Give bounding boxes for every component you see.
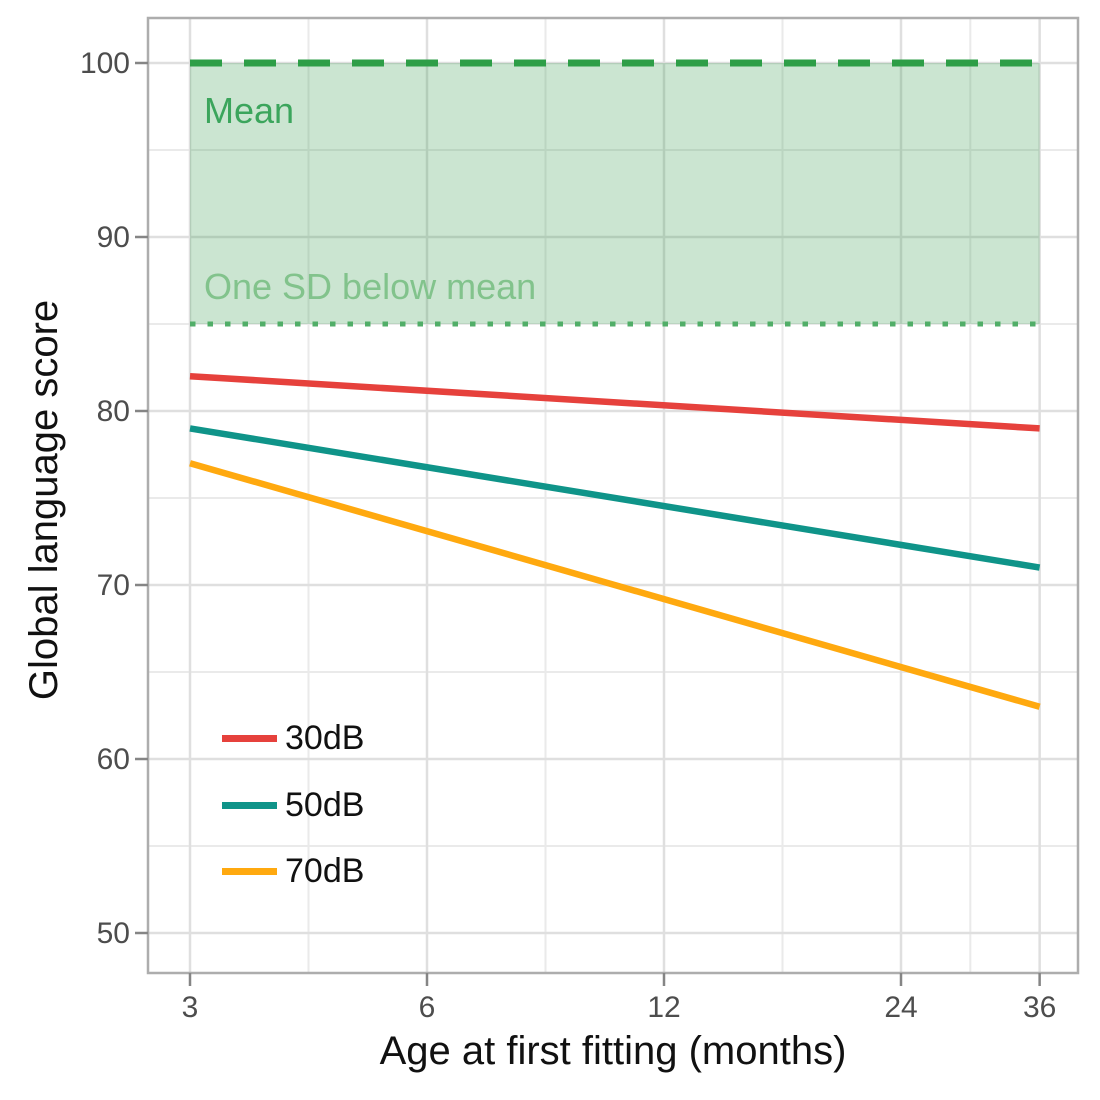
legend-label-30db: 30dB <box>285 719 365 757</box>
x-tick-label: 12 <box>647 991 680 1024</box>
legend-label-50db: 50dB <box>285 786 365 824</box>
y-tick-label: 90 <box>97 221 130 254</box>
panel-border <box>146 16 1080 975</box>
legend-item-50db: 50dB <box>222 786 364 825</box>
legend-swatch-70db <box>222 868 277 875</box>
x-tick-label: 24 <box>884 991 917 1024</box>
legend-item-30db: 30dB <box>222 719 364 758</box>
legend-item-70db: 70dB <box>222 852 364 891</box>
y-tick-label: 50 <box>97 917 130 950</box>
legend-swatch-30db <box>222 735 277 742</box>
legend-label-70db: 70dB <box>285 852 365 890</box>
x-tick-label: 36 <box>1023 991 1056 1024</box>
x-tick-label: 6 <box>419 991 436 1024</box>
y-tick-label: 80 <box>97 395 130 428</box>
y-tick-label: 100 <box>80 47 130 80</box>
one-sd-below-mean-annotation: One SD below mean <box>204 266 537 307</box>
series-line-30dB <box>189 372 1040 432</box>
x-axis-title: Age at first fitting (months) <box>379 1029 847 1073</box>
reference-band <box>190 63 1040 324</box>
y-axis-title: Global language score <box>22 299 66 701</box>
x-tick-label: 3 <box>182 991 199 1024</box>
legend-swatch-50db <box>222 802 277 809</box>
series-line-70dB <box>189 460 1041 710</box>
mean-annotation: Mean <box>204 90 295 131</box>
y-tick-label: 70 <box>97 569 130 602</box>
series-line-50dB <box>189 425 1041 571</box>
y-tick-label: 60 <box>97 743 130 776</box>
